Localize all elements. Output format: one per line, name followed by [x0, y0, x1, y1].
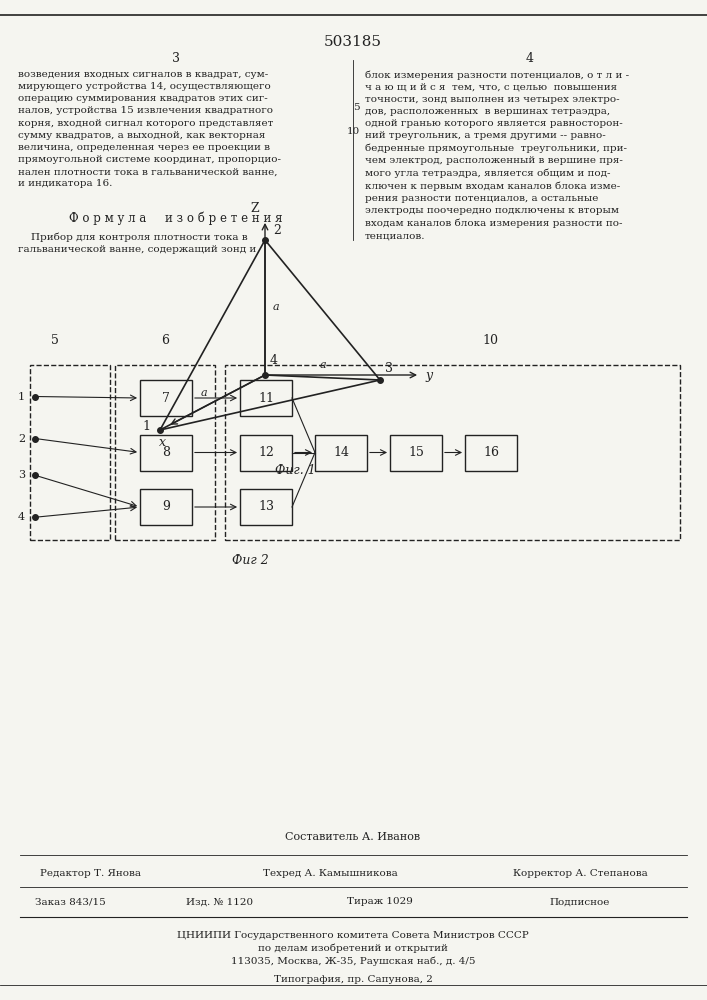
Text: Изд. № 1120: Изд. № 1120: [187, 898, 254, 906]
Bar: [390, 434, 442, 471]
Text: Фиг. 1: Фиг. 1: [274, 464, 315, 477]
Text: блок измерения разности потенциалов, о т л и -
ч а ю щ и й с я  тем, что, с цель: блок измерения разности потенциалов, о т…: [365, 70, 629, 240]
Bar: [140, 380, 192, 416]
Text: a: a: [201, 387, 207, 397]
Text: 5: 5: [354, 104, 360, 112]
Text: ЦНИИПИ Государственного комитета Совета Министров СССР: ЦНИИПИ Государственного комитета Совета …: [177, 930, 529, 940]
Text: 6: 6: [161, 334, 169, 347]
Text: Типография, пр. Сапунова, 2: Типография, пр. Сапунова, 2: [274, 976, 433, 984]
Text: a: a: [273, 302, 280, 312]
Text: Z: Z: [251, 202, 259, 215]
Bar: [240, 489, 292, 525]
Bar: [115, 365, 215, 540]
Text: 3: 3: [385, 362, 393, 375]
Text: 10: 10: [482, 334, 498, 347]
Text: 15: 15: [408, 446, 424, 459]
Text: Подписное: Подписное: [550, 898, 610, 906]
Text: 9: 9: [162, 500, 170, 514]
Text: 12: 12: [258, 446, 274, 459]
Text: Техред А. Камышникова: Техред А. Камышникова: [262, 868, 397, 878]
Text: Редактор Т. Янова: Редактор Т. Янова: [40, 868, 141, 878]
Text: 113035, Москва, Ж-35, Раушская наб., д. 4/5: 113035, Москва, Ж-35, Раушская наб., д. …: [230, 956, 475, 966]
Bar: [240, 434, 292, 471]
Text: 4: 4: [526, 51, 534, 64]
Text: 5: 5: [51, 334, 59, 347]
Text: 13: 13: [258, 500, 274, 514]
Bar: [140, 434, 192, 471]
Text: 1: 1: [18, 391, 25, 401]
Text: Корректор А. Степанова: Корректор А. Степанова: [513, 868, 648, 878]
Text: 10: 10: [346, 127, 360, 136]
Bar: [140, 489, 192, 525]
Bar: [465, 434, 517, 471]
Text: 2: 2: [18, 434, 25, 444]
Text: 4: 4: [270, 354, 278, 367]
Text: 4: 4: [18, 512, 25, 522]
Text: Прибор для контроля плотности тока в
гальванической ванне, содержащий зонд и: Прибор для контроля плотности тока в гал…: [18, 232, 256, 254]
Text: 3: 3: [172, 51, 180, 64]
Text: 7: 7: [162, 391, 170, 404]
Text: по делам изобретений и открытий: по делам изобретений и открытий: [258, 943, 448, 953]
Text: 2: 2: [273, 224, 281, 237]
Text: 1: 1: [142, 420, 150, 434]
Text: 503185: 503185: [324, 35, 382, 49]
Text: 14: 14: [333, 446, 349, 459]
Text: a: a: [319, 360, 326, 369]
Text: 11: 11: [258, 391, 274, 404]
Text: Составитель А. Иванов: Составитель А. Иванов: [286, 832, 421, 842]
Text: Ф о р м у л а     и з о б р е т е н и я: Ф о р м у л а и з о б р е т е н и я: [69, 211, 283, 225]
Text: Фиг 2: Фиг 2: [232, 554, 269, 566]
Text: x: x: [159, 436, 166, 449]
Text: 8: 8: [162, 446, 170, 459]
Text: 3: 3: [18, 470, 25, 480]
Bar: [240, 380, 292, 416]
Text: y: y: [425, 368, 432, 381]
Text: Заказ 843/15: Заказ 843/15: [35, 898, 105, 906]
Bar: [30, 365, 110, 540]
Bar: [315, 434, 367, 471]
Text: 16: 16: [483, 446, 499, 459]
Bar: [225, 365, 680, 540]
Text: возведения входных сигналов в квадрат, сум-
мирующего устройства 14, осуществляю: возведения входных сигналов в квадрат, с…: [18, 70, 281, 188]
Text: Тираж 1029: Тираж 1029: [347, 898, 413, 906]
